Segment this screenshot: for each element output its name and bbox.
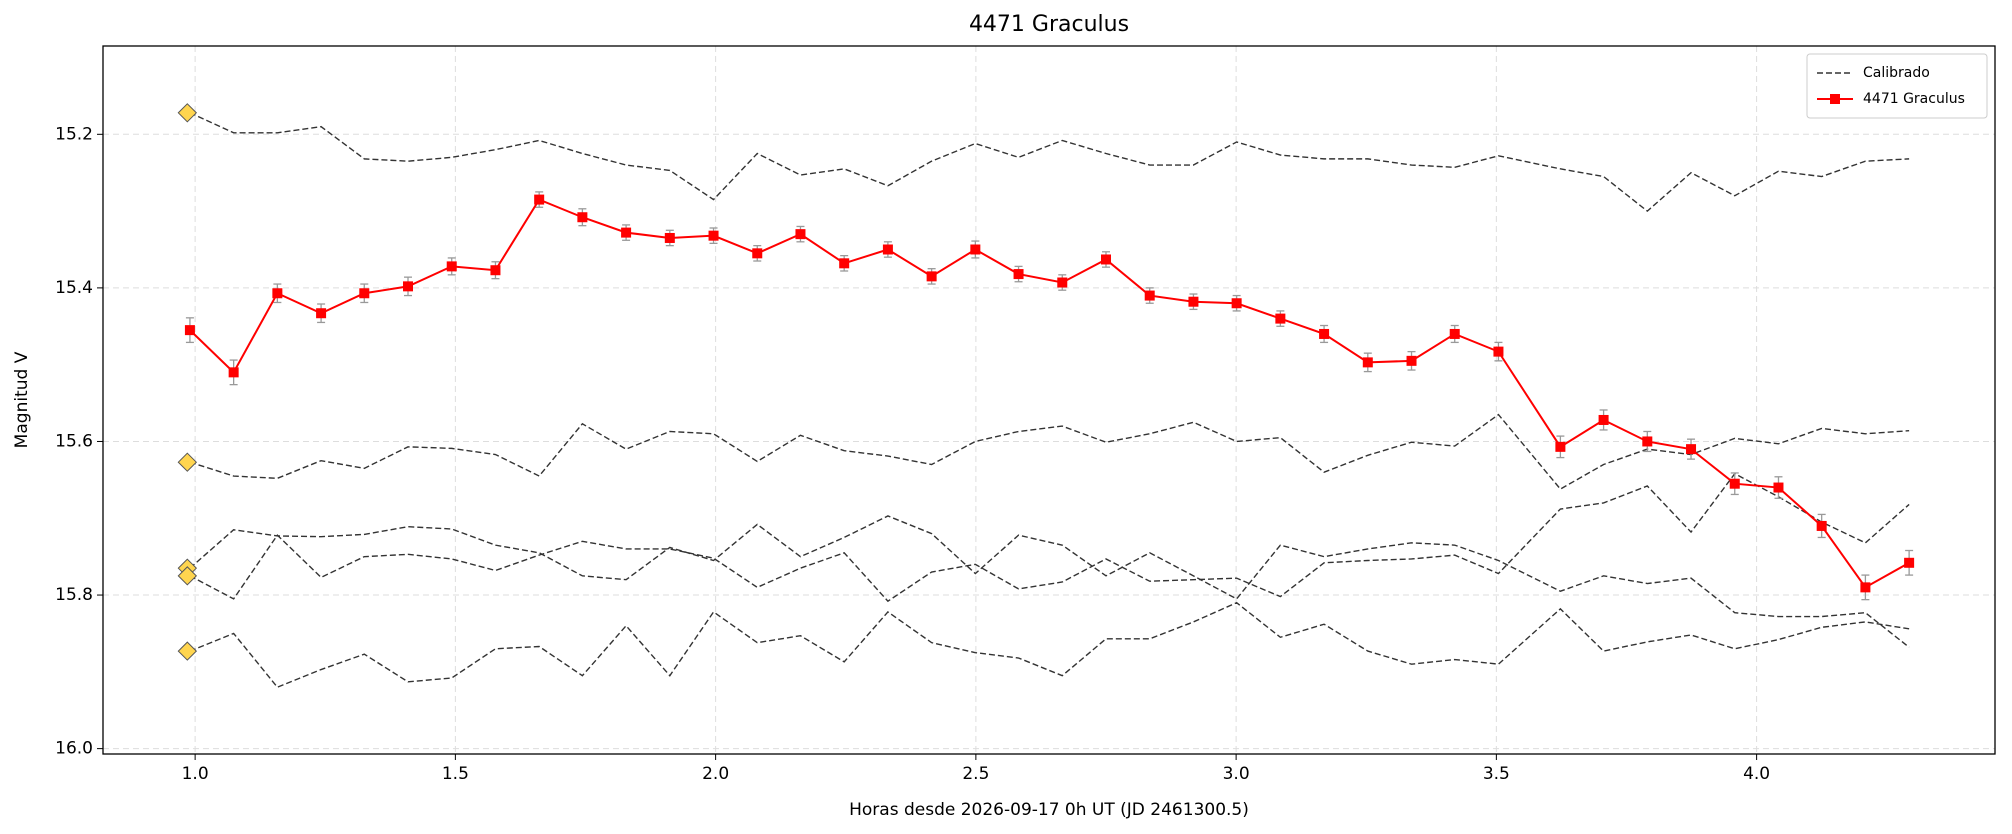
point [1013,269,1024,280]
comparison-line [189,112,1910,213]
legend-box [1806,53,1988,119]
point [1642,436,1653,447]
point [795,229,806,240]
point [1057,277,1068,288]
comparison-line [189,472,1910,603]
point [1493,346,1504,357]
point [1362,357,1373,368]
x-axis-label: Horas desde 2026-09-17 0h UT (JD 2461300… [849,800,1249,820]
x-tick-label: 3.5 [1483,764,1510,784]
point [926,271,937,282]
y-tick-label: 15.6 [55,431,93,451]
x-tick-label: 2.5 [962,764,989,784]
reference-marker [177,566,198,586]
y-tick-label: 15.8 [55,585,93,605]
point [534,194,545,205]
target-line [189,198,1910,589]
plot-frame [102,45,1996,755]
point [1319,328,1330,339]
point [316,308,327,319]
point [621,227,632,238]
point [577,212,588,223]
point [839,258,850,269]
x-tick-label: 2.0 [702,764,729,784]
point [1100,254,1111,265]
point [403,281,414,292]
point [1188,296,1199,307]
point [1773,482,1784,493]
y-tick-label: 15.2 [55,124,93,144]
point [228,367,239,378]
point [1598,414,1609,425]
point [752,248,763,259]
reference-marker [177,641,198,661]
y-tick-label: 16.0 [55,739,93,759]
legend-swatch-marker [1830,94,1840,104]
comparison-line [189,413,1910,490]
x-tick-label: 1.5 [442,764,469,784]
point [446,261,457,272]
point [1449,328,1460,339]
point [1231,298,1242,309]
point [272,288,283,299]
legend-label: 4471 Graculus [1863,91,1965,107]
point [970,244,981,255]
point [1555,441,1566,452]
point [1275,313,1286,324]
chart-title: 4471 Graculus [969,12,1129,37]
point [1860,582,1871,593]
legend-label: Calibrado [1863,65,1930,81]
point [1729,478,1740,489]
point [664,232,675,243]
y-axis-label: Magnitud V [12,351,32,448]
x-tick-label: 3.0 [1223,764,1250,784]
x-tick-label: 1.0 [182,764,209,784]
point [490,265,501,276]
point [359,288,370,299]
point [1144,290,1155,301]
point [882,244,893,255]
reference-marker [177,452,198,472]
reference-marker [177,103,198,123]
x-tick-label: 4.0 [1743,764,1770,784]
point [1686,444,1697,455]
point [184,325,195,336]
point [1406,355,1417,366]
comparison-line [189,515,1910,648]
comparison-line [189,601,1910,689]
point [708,230,719,241]
point [1904,557,1915,568]
y-tick-label: 15.4 [55,278,93,298]
point [1816,520,1827,531]
